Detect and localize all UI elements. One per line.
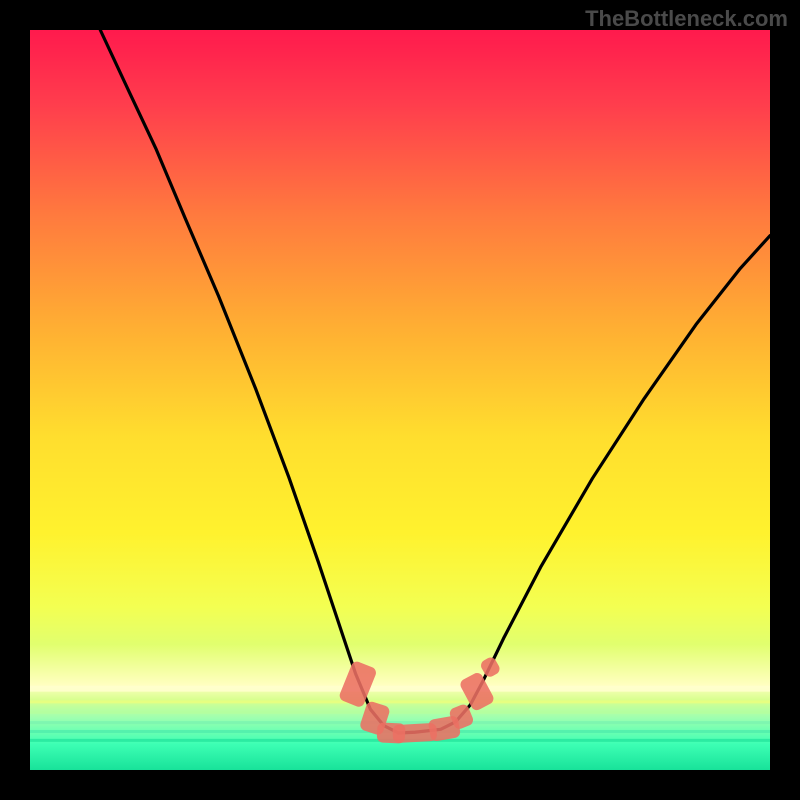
watermark-label: TheBottleneck.com	[585, 6, 788, 32]
bottleneck-chart: TheBottleneck.com	[0, 0, 800, 800]
chart-svg	[0, 0, 800, 800]
